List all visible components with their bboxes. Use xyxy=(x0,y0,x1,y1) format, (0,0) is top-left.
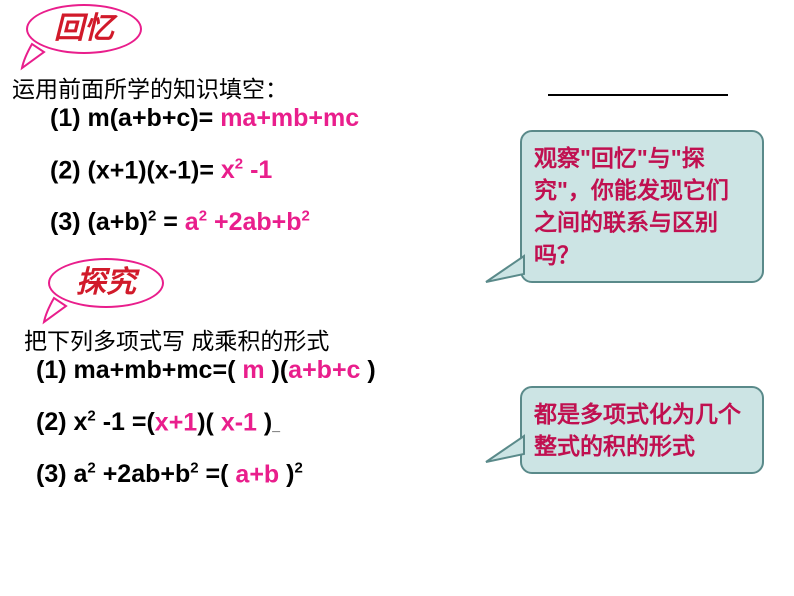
g3c: )2 xyxy=(286,460,303,488)
callout-explore-label: 探究 xyxy=(76,266,136,299)
speech1-text: 观察"回忆"与"探究"，你能发现它们之间的联系与区别吗？ xyxy=(534,145,729,268)
g1c: )( xyxy=(272,356,289,384)
g1d: a+b+c xyxy=(288,356,360,384)
speech2-text: 都是多项式化为几个整式的积的形式 xyxy=(534,401,741,459)
g3b: a+b xyxy=(228,460,286,488)
formula-2-2: (2) x2 -1 =(x+1)( x-1 )_ xyxy=(36,408,280,437)
callout-recall-tail xyxy=(20,42,60,72)
formula-1-1: (1) m(a+b+c)= ma+mb+mc xyxy=(50,104,359,133)
g2c: )( xyxy=(197,408,221,436)
g2a: (2) x2 -1 =( xyxy=(36,408,155,436)
g2d: x-1 xyxy=(221,408,264,436)
g2-underscore: _ xyxy=(272,417,280,433)
f3-right: a2 +2ab+b2 xyxy=(185,208,310,236)
f3-left: (3) (a+b)2 = xyxy=(50,208,185,236)
speech1-tail xyxy=(484,252,528,286)
g1e: ) xyxy=(360,356,375,384)
g3a: (3) a2 +2ab+b2 =( xyxy=(36,460,228,488)
speech-box-2: 都是多项式化为几个整式的积的形式 xyxy=(520,386,764,474)
formula-1-2: (2) (x+1)(x-1)= x2 -1 xyxy=(50,156,272,185)
g1b: m xyxy=(235,356,271,384)
f1-left: (1) m(a+b+c)= xyxy=(50,104,220,132)
formula-1-3: (3) (a+b)2 = a2 +2ab+b2 xyxy=(50,208,310,237)
f2-right: x2 -1 xyxy=(221,156,272,184)
f1-right: ma+mb+mc xyxy=(220,104,359,132)
section2-intro: 把下列多项式写 成乘积的形式 xyxy=(24,322,329,356)
section1-intro: 运用前面所学的知识填空： xyxy=(12,70,288,104)
speech-box-1: 观察"回忆"与"探究"，你能发现它们之间的联系与区别吗？ xyxy=(520,130,764,283)
g1a: (1) ma+mb+mc=( xyxy=(36,356,235,384)
formula-2-3: (3) a2 +2ab+b2 =( a+b )2 xyxy=(36,460,303,489)
g2e: ) xyxy=(264,408,272,436)
f2-left: (2) (x+1)(x-1)= xyxy=(50,156,221,184)
blank-line xyxy=(548,94,728,96)
g2b: x+1 xyxy=(155,408,197,436)
formula-2-1: (1) ma+mb+mc=( m )(a+b+c ) xyxy=(36,356,376,385)
callout-recall-label: 回忆 xyxy=(54,12,114,45)
speech2-tail xyxy=(484,432,528,466)
